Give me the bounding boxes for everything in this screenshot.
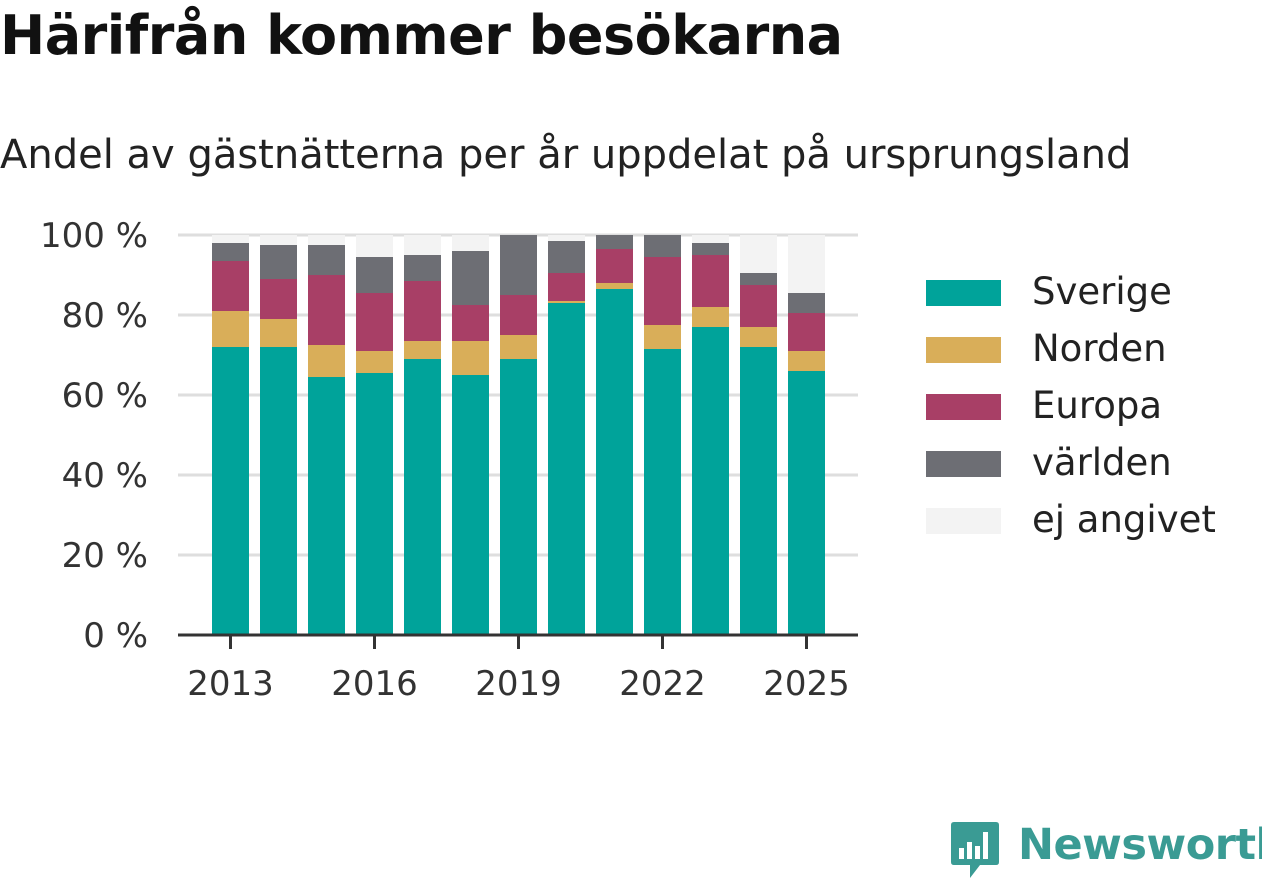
bar-segment-norden-2015 (308, 345, 345, 377)
bar-segment-europa-2022 (644, 257, 681, 325)
bar-segment-sverige-2019 (500, 359, 537, 635)
legend-label: Europa (1032, 384, 1163, 427)
bar-segment-norden-2017 (404, 341, 441, 359)
legend-label: Sverige (1032, 270, 1172, 313)
x-tick-label: 2013 (187, 664, 274, 704)
bar-segment-världen-2017 (404, 255, 441, 281)
bar-segment-norden-2013 (212, 311, 249, 347)
x-tick-label: 2022 (619, 664, 706, 704)
bar-segment-ej-angivet-2017 (404, 235, 441, 255)
bar-segment-sverige-2013 (212, 347, 249, 635)
bars (212, 235, 825, 635)
bar-segment-europa-2021 (596, 249, 633, 283)
bar-segment-norden-2023 (692, 307, 729, 327)
bar-segment-norden-2021 (596, 283, 633, 289)
y-tick-label: 20 % (62, 536, 148, 576)
y-tick-label: 80 % (62, 296, 148, 336)
bar-segment-sverige-2016 (356, 373, 393, 635)
bar-segment-sverige-2022 (644, 349, 681, 635)
bar-segment-europa-2015 (308, 275, 345, 345)
bar-segment-norden-2024 (740, 327, 777, 347)
bar-segment-världen-2021 (596, 235, 633, 249)
bar-segment-europa-2024 (740, 285, 777, 327)
bar-segment-europa-2016 (356, 293, 393, 351)
bar-segment-sverige-2024 (740, 347, 777, 635)
bar-segment-sverige-2015 (308, 377, 345, 635)
bar-segment-norden-2025 (788, 351, 825, 371)
bar-segment-ej-angivet-2018 (452, 235, 489, 251)
axes: 0 % 20 % 40 % 60 % 80 % 100 % 2013 2016 2019 2022… (40, 216, 858, 704)
bar-segment-världen-2024 (740, 273, 777, 285)
bar-segment-europa-2013 (212, 261, 249, 311)
bar-segment-sverige-2017 (404, 359, 441, 635)
bar-segment-världen-2014 (260, 245, 297, 279)
chart-subtitle: Andel av gästnätterna per år uppdelat på… (0, 132, 1132, 178)
bar-segment-norden-2016 (356, 351, 393, 373)
bar-segment-europa-2025 (788, 313, 825, 351)
bar-segment-ej-angivet-2015 (308, 235, 345, 245)
bar-segment-ej-angivet-2023 (692, 235, 729, 243)
x-tick-label: 2025 (763, 664, 850, 704)
bar-segment-sverige-2014 (260, 347, 297, 635)
bar-segment-sverige-2023 (692, 327, 729, 635)
bar-segment-världen-2018 (452, 251, 489, 305)
bar-segment-norden-2014 (260, 319, 297, 347)
brand-name: Newsworthy (1018, 820, 1262, 870)
bar-segment-sverige-2021 (596, 289, 633, 635)
bar-segment-europa-2023 (692, 255, 729, 307)
bar-segment-europa-2014 (260, 279, 297, 319)
bar-segment-världen-2016 (356, 257, 393, 293)
newsworthy-logo-icon (951, 822, 999, 878)
legend-label: världen (1032, 441, 1172, 484)
legend-swatch (926, 280, 1001, 306)
legend-swatch (926, 451, 1001, 477)
bar-segment-världen-2022 (644, 235, 681, 257)
bar-segment-ej-angivet-2016 (356, 235, 393, 257)
y-tick-label: 0 % (83, 616, 148, 656)
bar-segment-ej-angivet-2025 (788, 235, 825, 293)
bar-segment-norden-2020 (548, 301, 585, 303)
y-tick-label: 100 % (40, 216, 148, 256)
bar-segment-norden-2022 (644, 325, 681, 349)
bar-segment-ej-angivet-2020 (548, 235, 585, 241)
bar-segment-norden-2019 (500, 335, 537, 359)
bar-segment-ej-angivet-2013 (212, 235, 249, 243)
stacked-bar-chart: 0 % 20 % 40 % 60 % 80 % 100 % 2013 2016 2019 2022… (40, 216, 858, 704)
x-tick-label: 2019 (475, 664, 562, 704)
bar-segment-ej-angivet-2024 (740, 235, 777, 273)
bar-segment-sverige-2025 (788, 371, 825, 635)
chart-title: Härifrån kommer besökarna (0, 4, 843, 67)
bar-segment-världen-2023 (692, 243, 729, 255)
bar-segment-sverige-2020 (548, 303, 585, 635)
bar-segment-norden-2018 (452, 341, 489, 375)
legend-swatch (926, 337, 1001, 363)
bar-segment-världen-2020 (548, 241, 585, 273)
bar-segment-europa-2019 (500, 295, 537, 335)
legend-label: ej angivet (1032, 498, 1216, 541)
legend-swatch (926, 508, 1001, 534)
x-tick-label: 2016 (331, 664, 418, 704)
bar-segment-världen-2015 (308, 245, 345, 275)
legend-swatch (926, 394, 1001, 420)
bar-segment-världen-2013 (212, 243, 249, 261)
bar-segment-världen-2025 (788, 293, 825, 313)
y-tick-label: 40 % (62, 456, 148, 496)
legend-label: Norden (1032, 327, 1167, 370)
bar-segment-europa-2017 (404, 281, 441, 341)
bar-segment-ej-angivet-2014 (260, 235, 297, 245)
bar-segment-europa-2020 (548, 273, 585, 301)
y-tick-label: 60 % (62, 376, 148, 416)
bar-segment-världen-2019 (500, 235, 537, 295)
bar-segment-sverige-2018 (452, 375, 489, 635)
bar-segment-europa-2018 (452, 305, 489, 341)
